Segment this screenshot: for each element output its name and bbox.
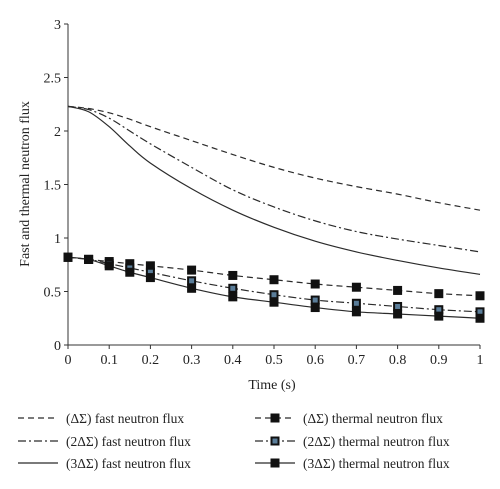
data-point-center [395, 303, 401, 309]
data-point-center [189, 278, 195, 284]
legend: (ΔΣ) fast neutron flux (2ΔΣ) fast neutron… [18, 411, 450, 471]
axes [64, 23, 481, 349]
y-tick-label: 3 [54, 18, 61, 33]
data-point [310, 279, 320, 289]
legend-label: (ΔΣ) thermal neutron flux [303, 411, 443, 426]
series-6 [63, 252, 485, 323]
x-tick-label: 0.8 [389, 353, 407, 368]
data-point [187, 265, 197, 275]
legend-item: (2ΔΣ) fast neutron flux [18, 434, 191, 449]
x-tick-label: 0.7 [348, 353, 366, 368]
series-1 [67, 105, 481, 211]
legend-item: (3ΔΣ) fast neutron flux [18, 456, 191, 471]
legend-label: (ΔΣ) fast neutron flux [66, 411, 184, 426]
x-tick-label: 1 [477, 353, 484, 368]
legend-label: (2ΔΣ) fast neutron flux [66, 434, 191, 449]
x-axis-label: Time (s) [248, 378, 296, 393]
data-point [475, 313, 485, 323]
legend-item: (2ΔΣ) thermal neutron flux [255, 434, 450, 449]
data-point [104, 261, 114, 271]
y-tick-label: 2.5 [44, 72, 62, 87]
x-tick-label: 0.2 [142, 353, 160, 368]
x-tick-label: 0 [65, 353, 72, 368]
data-point-center [477, 309, 483, 315]
data-point-center [271, 292, 277, 298]
legend-label: (3ΔΣ) fast neutron flux [66, 456, 191, 471]
data-point [393, 309, 403, 319]
x-tick-label: 0.5 [265, 353, 283, 368]
data-point-center [353, 300, 359, 306]
x-tick-label: 0.6 [306, 353, 324, 368]
data-point [228, 292, 238, 302]
y-axis-label: Fast and thermal neutron flux [18, 101, 33, 267]
tick-labels: 0 0.1 0.2 0.3 0.4 0.5 0.6 0.7 0.8 0.9 1 0 0.5 1 1.5 2 2.… [44, 18, 484, 368]
series-line [67, 105, 481, 275]
data-point-center [230, 285, 236, 291]
data-point [269, 275, 279, 285]
series-layer [63, 105, 485, 323]
data-point-center [312, 297, 318, 303]
series-2 [67, 105, 481, 253]
data-point [393, 285, 403, 295]
series-3 [67, 105, 481, 275]
y-tick-label: 1.5 [44, 179, 62, 194]
data-point [475, 291, 485, 301]
y-tick-label: 1 [54, 232, 61, 247]
data-point [125, 267, 135, 277]
data-point-center [147, 269, 153, 275]
x-tick-label: 0.9 [430, 353, 448, 368]
data-point-center [436, 307, 442, 313]
series-line [67, 105, 481, 253]
legend-marker-center [272, 438, 278, 444]
data-point [187, 283, 197, 293]
legend-label: (3ΔΣ) thermal neutron flux [303, 456, 450, 471]
x-tick-label: 0.4 [224, 353, 242, 368]
data-point [310, 303, 320, 313]
legend-item: (ΔΣ) fast neutron flux [18, 411, 184, 426]
x-tick-label: 0.3 [183, 353, 201, 368]
legend-marker [270, 458, 280, 468]
y-tick-label: 0.5 [44, 286, 62, 301]
data-point [269, 297, 279, 307]
data-point [434, 289, 444, 299]
data-point [434, 311, 444, 321]
data-point [145, 261, 155, 271]
data-point [63, 252, 73, 262]
data-point [351, 307, 361, 317]
legend-item: (3ΔΣ) thermal neutron flux [255, 456, 450, 471]
x-tick-label: 0.1 [100, 353, 118, 368]
y-tick-label: 0 [54, 339, 61, 354]
series-line [67, 105, 481, 211]
legend-marker [270, 413, 280, 423]
data-point [351, 282, 361, 292]
data-point [145, 273, 155, 283]
legend-label: (2ΔΣ) thermal neutron flux [303, 434, 450, 449]
data-point [228, 270, 238, 280]
y-tick-label: 2 [54, 125, 61, 140]
legend-item: (ΔΣ) thermal neutron flux [255, 411, 443, 426]
data-point [84, 254, 94, 264]
